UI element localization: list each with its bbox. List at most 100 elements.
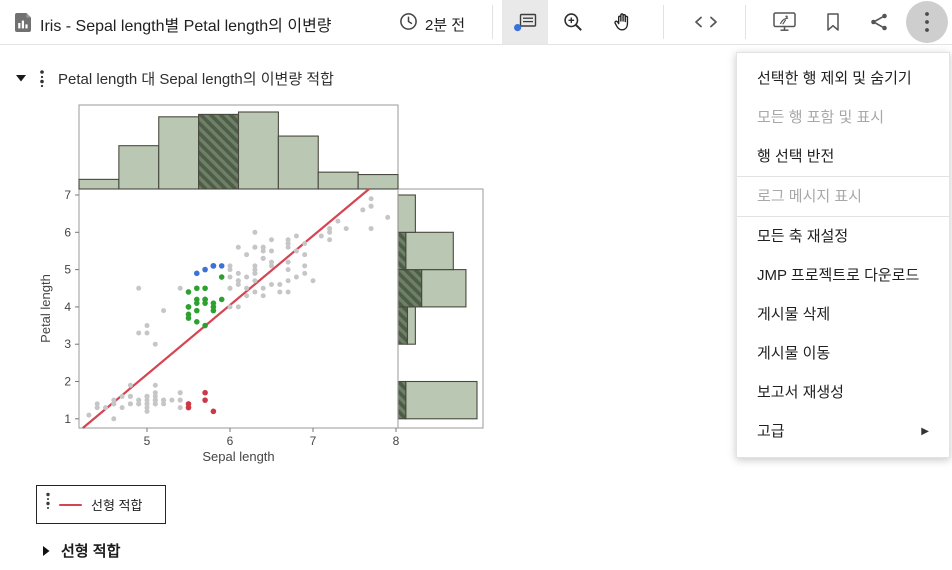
data-point <box>227 274 233 280</box>
top-hist-bar <box>317 171 359 190</box>
report-collapse-triangle[interactable] <box>16 75 26 82</box>
data-point <box>136 401 142 407</box>
data-label-tool-button[interactable] <box>502 0 548 44</box>
data-point <box>260 293 266 299</box>
data-point <box>327 226 333 232</box>
data-point <box>161 401 167 407</box>
data-point <box>194 319 200 325</box>
data-point <box>152 382 158 388</box>
data-point <box>235 278 241 284</box>
data-point <box>227 267 233 273</box>
data-point <box>260 285 266 291</box>
data-point <box>252 263 258 269</box>
data-point <box>277 289 283 295</box>
menu-item-7[interactable]: 게시물 삭제 <box>757 306 831 323</box>
share-button[interactable] <box>856 0 902 44</box>
data-point <box>252 244 258 250</box>
data-point <box>227 304 233 310</box>
data-point <box>152 397 158 403</box>
data-point <box>144 323 150 329</box>
legend-drag-grip[interactable] <box>46 492 50 517</box>
right-hist-bar-selected <box>397 306 409 345</box>
svg-text:1: 1 <box>64 412 71 426</box>
data-point <box>202 300 208 306</box>
y-axis-label: Petal length <box>38 274 53 343</box>
svg-text:3: 3 <box>64 337 71 351</box>
top-hist-bar <box>158 116 200 190</box>
data-point <box>227 285 233 291</box>
data-point <box>235 270 241 276</box>
toolbar-divider <box>492 5 493 39</box>
more-menu-button[interactable] <box>906 1 948 43</box>
menu-item-2: 모든 행 포함 및 표시 <box>757 109 885 126</box>
submenu-arrow-icon: ▶ <box>921 426 929 437</box>
data-point <box>218 263 225 269</box>
data-point <box>103 405 108 411</box>
x-axis-label: Sepal length <box>202 449 274 464</box>
data-point <box>260 255 266 261</box>
data-point <box>194 307 200 314</box>
data-point <box>244 285 250 291</box>
menu-item-3[interactable]: 행 선택 반전 <box>757 148 835 165</box>
data-point <box>136 285 142 291</box>
svg-text:8: 8 <box>393 434 400 448</box>
data-point <box>194 296 200 303</box>
data-point <box>119 393 125 399</box>
data-point <box>269 263 274 269</box>
top-hist-bar <box>78 178 120 190</box>
linear-fit-expand-triangle[interactable] <box>43 545 50 556</box>
data-point <box>194 270 200 277</box>
menu-item-1[interactable]: 선택한 행 제외 및 숨기기 <box>757 70 912 87</box>
blue-dot <box>513 23 521 31</box>
right-hist-bar-selected <box>397 269 423 308</box>
data-point <box>177 397 183 403</box>
data-point <box>202 266 208 273</box>
menu-item-5[interactable]: 모든 축 재설정 <box>757 228 849 245</box>
data-point <box>302 270 308 276</box>
data-point <box>152 341 158 347</box>
data-point <box>385 214 391 220</box>
menu-item-10[interactable]: 고급 ▶ <box>737 412 949 451</box>
top-hist-bar <box>277 135 319 190</box>
right-hist-bar-selected <box>397 231 407 271</box>
data-point <box>119 405 125 411</box>
data-point <box>202 397 208 403</box>
report-title: Petal length 대 Sepal length의 이변량 적합 <box>58 71 334 88</box>
data-point <box>227 263 233 269</box>
svg-text:4: 4 <box>64 300 71 314</box>
data-point <box>94 401 100 407</box>
right-hist-bar <box>397 194 416 233</box>
linear-fit-section-label: 선형 적합 <box>61 543 121 560</box>
menu-item-8[interactable]: 게시물 이동 <box>757 345 831 362</box>
data-point <box>285 259 291 265</box>
more-options-menu: 선택한 행 제외 및 숨기기 모든 행 포함 및 표시 행 선택 반전 로그 메시지 … <box>736 52 950 458</box>
svg-text:7: 7 <box>64 188 71 202</box>
data-point <box>194 285 200 292</box>
zoom-in-tool-button[interactable] <box>550 0 596 44</box>
hand-pan-tool-button[interactable] <box>599 0 645 44</box>
data-point <box>161 308 167 314</box>
embed-code-button[interactable] <box>683 0 729 44</box>
kebab-icon <box>925 12 929 32</box>
data-point <box>244 252 250 258</box>
top-toolbar: Iris - Sepal length별 Petal length의 이변량 2… <box>0 0 952 45</box>
data-point <box>144 397 150 403</box>
top-hist-bar <box>118 145 160 190</box>
data-point <box>218 296 225 303</box>
data-point <box>235 282 241 288</box>
data-point <box>302 240 308 246</box>
data-point <box>177 285 183 291</box>
data-point <box>144 405 150 411</box>
data-point <box>252 270 258 276</box>
menu-item-9[interactable]: 보고서 재생성 <box>757 384 844 401</box>
bookmark-button[interactable] <box>810 0 856 44</box>
interactive-report-button[interactable] <box>761 0 807 44</box>
data-point <box>327 229 333 235</box>
data-point <box>327 237 333 243</box>
bivariate-fit-chart[interactable]: 5 6 7 8 1 2 3 4 5 6 7 Sepal length Petal length <box>30 95 500 475</box>
svg-text:6: 6 <box>227 434 234 448</box>
report-hotspot-menu-icon[interactable] <box>40 69 44 88</box>
menu-item-6[interactable]: JMP 프로젝트로 다운로드 <box>757 267 920 284</box>
data-point <box>310 278 316 284</box>
data-point <box>136 330 142 336</box>
